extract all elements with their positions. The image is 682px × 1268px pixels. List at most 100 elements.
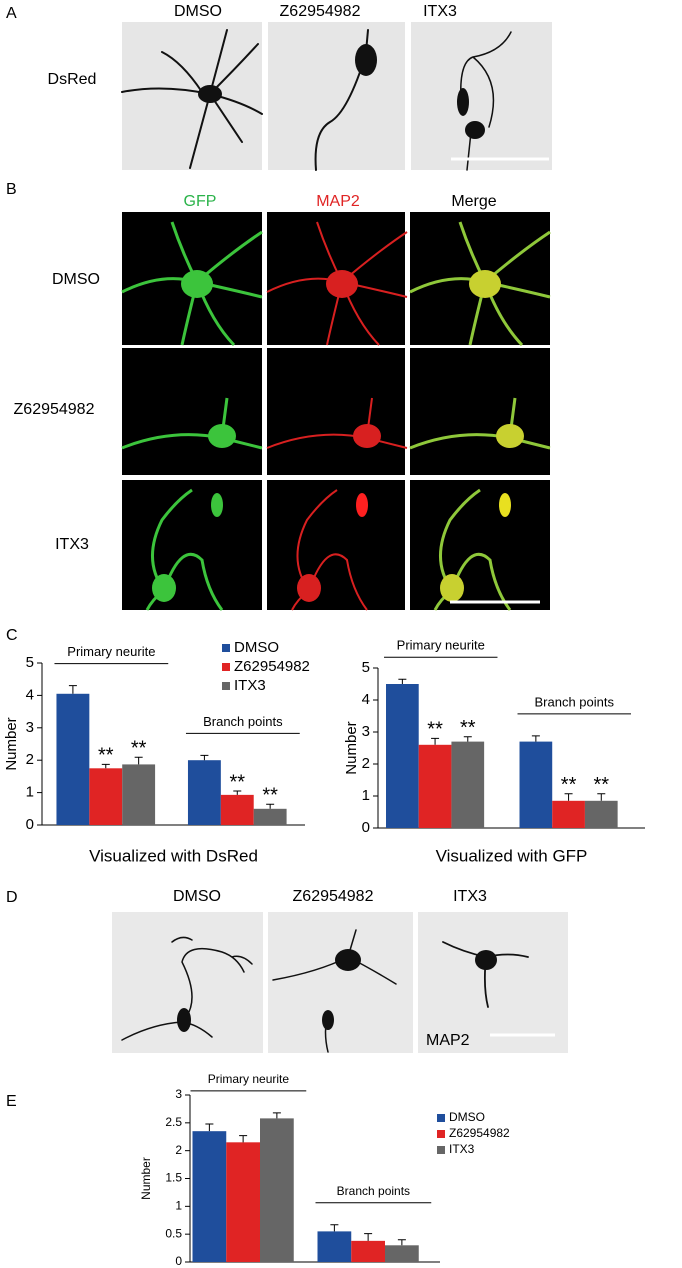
soma [335,949,361,971]
y-tick-label: 5 [362,659,370,676]
y-tick-label: 5 [26,654,34,671]
neuron [121,29,263,169]
error-bar [364,1233,373,1241]
bar [260,1118,294,1262]
y-tick-label: 1 [26,784,34,801]
y-tick-label: 2.5 [165,1115,182,1129]
row-label: ITX3 [55,536,89,553]
legend-label: ITX3 [449,1142,475,1156]
significance: ** [131,738,147,760]
image-bg [268,912,413,1053]
y-tick-label: 0.5 [165,1226,182,1240]
micrograph: MAP2 [418,912,568,1053]
bar [226,1142,260,1262]
soma [469,270,501,298]
significance: ** [229,771,245,793]
error-bar [272,1112,281,1119]
y-tick-label: 2 [26,751,34,768]
soma [152,574,176,602]
soma [457,88,469,116]
bar [351,1240,385,1262]
row-label: DMSO [52,271,100,288]
error-bar [233,790,242,795]
soma [355,44,377,76]
column-header: GFP [184,193,217,210]
column-header: DMSO [174,3,222,20]
soma [326,270,358,298]
soma [211,493,223,517]
bar [386,684,419,828]
legend-label: Z62954982 [234,658,310,675]
legend-label: ITX3 [234,677,266,694]
panel-label: B [6,181,17,198]
bar [220,794,254,825]
panel-label: D [6,889,18,906]
soma [353,424,381,448]
legend-swatch [437,1130,445,1138]
y-tick-label: 3 [26,719,34,736]
y-tick-label: 4 [26,686,34,703]
error-bar [68,685,77,694]
neuron [121,221,263,347]
micrograph [267,480,405,611]
image-bg [268,22,405,170]
image-bg [411,22,552,170]
y-tick-label: 2 [362,755,370,772]
image-bg [122,348,262,475]
category-label: Branch points [534,694,614,709]
soma [465,121,485,139]
y-tick-label: 0 [175,1254,182,1268]
image-bg [122,480,262,610]
micrograph [409,348,551,475]
x-axis-label: Visualized with GFP [436,846,588,865]
column-header: Z62954982 [293,888,374,905]
bar [89,768,123,825]
bar [418,744,452,828]
error-bar [531,735,540,742]
y-tick-label: 1.5 [165,1171,182,1185]
category-label: Primary neurite [208,1072,290,1086]
column-header: ITX3 [453,888,487,905]
neuron [266,221,408,346]
micrograph [410,480,550,611]
legend-label: DMSO [234,639,279,656]
legend-label: DMSO [449,1110,485,1124]
error-bar [239,1135,248,1143]
bar [519,741,553,828]
significance: ** [460,717,476,739]
bar [552,800,585,828]
y-axis-label: Number [3,717,20,770]
soma [198,85,222,103]
error-bar [564,793,573,801]
category-label: Primary neurite [67,644,155,659]
soma [356,493,368,517]
legend-swatch [437,1146,445,1154]
category-label: Branch points [337,1184,410,1198]
column-header: Z62954982 [280,3,361,20]
y-tick-label: 0 [26,816,34,833]
bar [385,1245,419,1262]
soma [322,1010,334,1030]
y-tick-label: 1 [362,787,370,804]
y-tick-label: 3 [175,1087,182,1101]
legend-label: Z62954982 [449,1126,510,1140]
column-header: ITX3 [423,3,457,20]
significance: ** [427,719,443,741]
neuron [409,221,551,347]
micrograph [268,22,405,171]
image-bg [122,22,262,170]
error-bar [397,1239,406,1246]
error-bar [330,1224,339,1232]
micrograph [112,912,263,1053]
soma [499,493,511,517]
micrograph [409,212,551,347]
soma [475,950,497,970]
legend-swatch [437,1114,445,1122]
image-bg [418,912,568,1053]
legend-swatch [222,644,230,652]
bar [451,741,485,828]
bar [187,760,221,825]
column-header: DMSO [173,888,221,905]
column-header: Merge [451,193,496,210]
